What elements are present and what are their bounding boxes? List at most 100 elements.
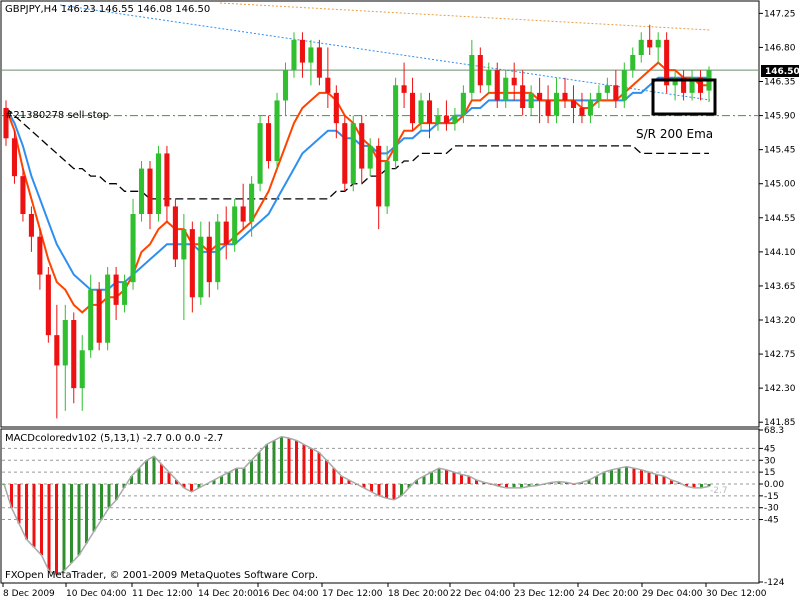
- macd-bar: [437, 468, 441, 484]
- candle-body: [443, 115, 449, 124]
- dotted-blue-line: [59, 4, 711, 101]
- candle-body: [88, 289, 94, 351]
- candle-body: [266, 123, 272, 161]
- macd-bar: [85, 483, 88, 544]
- macd-bar: [385, 483, 388, 499]
- price-ytick-label: 146.80: [764, 43, 796, 53]
- macd-bar: [175, 480, 178, 484]
- macd-bar: [610, 469, 613, 484]
- candle-body: [62, 320, 68, 366]
- candle-body: [333, 92, 339, 124]
- macd-bar: [235, 468, 238, 484]
- candle-body: [469, 55, 475, 93]
- candle-body: [511, 77, 517, 86]
- xtick-label: 11 Dec 12:00: [132, 589, 193, 599]
- candle-body: [223, 221, 229, 245]
- macd-ytick-label: -15: [764, 492, 779, 502]
- xtick-label: 24 Dec 20:00: [578, 589, 639, 599]
- candle-body: [37, 236, 43, 275]
- macd-bar: [272, 440, 276, 484]
- macd-bar: [632, 468, 636, 484]
- candle-body: [520, 85, 526, 108]
- candle-body: [579, 108, 585, 116]
- macd-bar: [347, 480, 351, 484]
- macd-bar: [332, 468, 336, 484]
- macd-title: MACDcoloredv102 (5,13,1) -2.7 0.0 0.0 -2…: [5, 433, 223, 444]
- candle-body: [393, 85, 399, 161]
- candle-body: [630, 55, 636, 71]
- candle-body: [367, 145, 373, 169]
- macd-bar: [25, 483, 28, 540]
- candle-body: [486, 70, 492, 86]
- macd-bar: [122, 483, 126, 488]
- candle-body: [554, 92, 560, 116]
- macd-bar: [370, 483, 373, 492]
- price-ytick-label: 147.25: [764, 9, 796, 19]
- candle-body: [3, 108, 9, 139]
- candle-body: [308, 47, 314, 63]
- macd-bar: [692, 483, 696, 488]
- candle-body: [342, 123, 348, 184]
- candle-body: [604, 85, 610, 93]
- macd-bar: [310, 448, 313, 484]
- candle-body: [181, 229, 187, 260]
- xtick-label: 22 Dec 04:00: [450, 589, 511, 599]
- macd-bar: [550, 482, 553, 484]
- symbol-header: GBPJPY,H4 146.23 146.55 146.08 146.50: [5, 4, 210, 15]
- candle-body: [426, 100, 433, 124]
- candle-body: [410, 92, 416, 124]
- macd-bar: [115, 483, 118, 500]
- xtick-label: 17 Dec 12:00: [322, 589, 383, 599]
- macd-bar: [580, 482, 583, 484]
- macd-bar: [422, 476, 426, 484]
- macd-ytick-label: -124: [764, 578, 785, 588]
- candle-body: [697, 77, 704, 93]
- macd-bar: [107, 483, 111, 508]
- candle-body: [130, 214, 136, 283]
- macd-bar: [250, 460, 253, 484]
- price-ytick-label: 141.85: [764, 418, 796, 428]
- candle-body: [638, 39, 644, 55]
- price-ytick-label: 142.30: [764, 384, 796, 394]
- price-ytick-label: 144.10: [764, 248, 796, 258]
- macd-bar: [520, 483, 523, 488]
- candle-body: [596, 92, 602, 101]
- macd-bar: [452, 472, 456, 484]
- xtick-label: 29 Dec 04:00: [642, 589, 703, 599]
- macd-ytick-label: 68.3: [764, 426, 784, 436]
- macd-bar: [137, 468, 141, 484]
- xtick-label: 18 Dec 20:00: [388, 589, 449, 599]
- macd-bar: [700, 483, 703, 488]
- candle-body: [138, 168, 145, 214]
- macd-bar: [32, 483, 36, 548]
- macd-bar: [587, 480, 591, 484]
- candle-body: [28, 214, 34, 237]
- macd-bar: [62, 483, 66, 571]
- candle-body: [155, 153, 161, 214]
- candle-body: [316, 47, 322, 78]
- candle-body: [477, 55, 483, 86]
- xtick-label: 23 Dec 12:00: [514, 589, 575, 599]
- price-ytick-label: 143.65: [764, 282, 796, 292]
- macd-bar: [460, 474, 463, 484]
- candle-body: [71, 320, 77, 389]
- macd-bar: [182, 483, 186, 488]
- candle-body: [113, 274, 119, 305]
- macd-bar: [497, 483, 501, 487]
- macd-panel-border: [0, 428, 760, 584]
- candle-body: [249, 183, 255, 222]
- macd-bar: [445, 469, 448, 484]
- candle-body: [570, 100, 577, 108]
- candle-body: [401, 85, 407, 93]
- candle-body: [689, 77, 695, 93]
- macd-bar: [527, 483, 531, 487]
- macd-bar: [430, 472, 433, 484]
- candle-body: [232, 206, 238, 245]
- macd-bar: [265, 444, 268, 484]
- candle-body: [325, 77, 331, 93]
- macd-bar: [467, 476, 471, 484]
- macd-bar: [197, 483, 201, 488]
- macd-bar: [77, 483, 81, 556]
- candle-body: [384, 161, 390, 207]
- macd-ytick-label: 15: [764, 468, 775, 478]
